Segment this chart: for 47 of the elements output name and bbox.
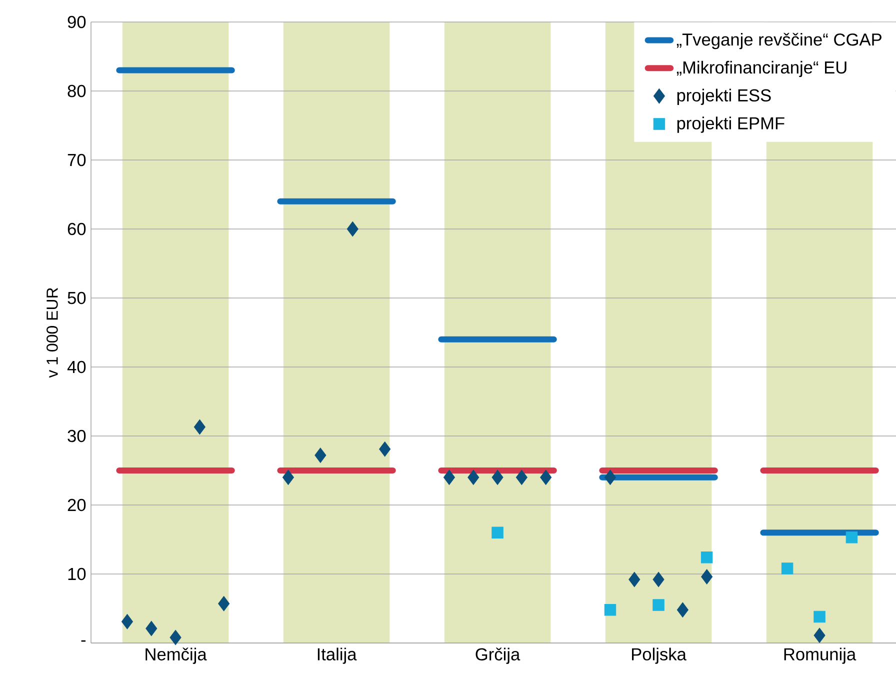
point [170, 630, 182, 646]
y-tick-label: 30 [68, 430, 86, 442]
y-tick-label: 90 [68, 16, 86, 28]
y-tick-label: 10 [68, 568, 86, 580]
legend-label: projekti EPMF [677, 116, 784, 133]
point [314, 448, 326, 463]
point [781, 562, 794, 574]
point [492, 526, 504, 538]
point [604, 604, 616, 616]
x-tick-label: Nemčija [146, 648, 207, 664]
point [379, 441, 391, 457]
x-tick-label: Romunija [784, 648, 856, 664]
point [540, 470, 552, 485]
point [194, 419, 206, 435]
y-axis-title: v 1 000 EUR [46, 288, 58, 378]
x-tick-label: Italija [318, 648, 357, 664]
y-tick-label: 70 [68, 154, 86, 166]
point [346, 221, 358, 237]
point [652, 599, 664, 611]
y-tick-label: 80 [68, 84, 86, 98]
point [516, 470, 528, 485]
x-tick-label: Poljska [632, 648, 686, 664]
point [700, 552, 713, 564]
point [628, 572, 640, 588]
point [282, 470, 294, 485]
point [846, 532, 858, 544]
point [492, 470, 504, 485]
point [814, 610, 826, 623]
point [218, 596, 230, 612]
point [814, 628, 826, 643]
y-tick-label: 40 [67, 360, 86, 374]
y-tick-label: 60 [68, 222, 86, 236]
y-tick-label: 50 [68, 292, 86, 304]
point [676, 602, 688, 618]
point [652, 572, 664, 588]
legend-label: projekti ESS [677, 88, 771, 105]
y-tick-label: 20 [68, 498, 86, 512]
x-tick-label: Grčija [476, 648, 520, 664]
point [146, 620, 158, 636]
y-tick-label: - [81, 640, 86, 642]
point [443, 470, 455, 485]
point [604, 470, 616, 485]
point [121, 614, 133, 630]
point [701, 569, 713, 584]
legend-label: „Tveganje revščine“ CGAP [676, 32, 882, 50]
point [468, 470, 480, 485]
legend-label: „Mikrofinanciranje“ EU [676, 60, 846, 78]
